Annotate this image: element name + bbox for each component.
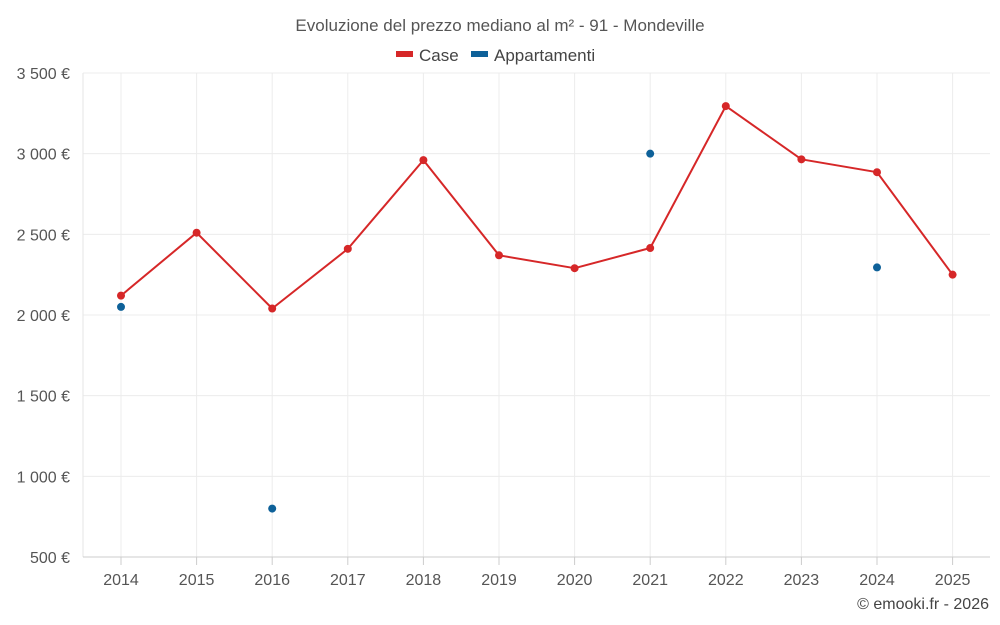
- grid: [83, 72, 990, 557]
- series-appartamenti: [117, 149, 881, 513]
- data-point-case-2015[interactable]: [192, 228, 201, 237]
- legend-label: Case: [419, 46, 459, 65]
- data-point-appartamenti-2016[interactable]: [268, 504, 277, 513]
- x-tick-label: 2018: [406, 572, 442, 589]
- x-tick-label: 2015: [179, 572, 215, 589]
- data-point-case-2025[interactable]: [948, 270, 957, 279]
- legend-item-case[interactable]: Case: [396, 46, 459, 65]
- x-tick-label: 2025: [935, 572, 971, 589]
- data-point-case-2017[interactable]: [343, 244, 352, 253]
- x-axis-ticks: 2014 2015 2016 2017 2018 2019 2020 2021 2022 2023…: [103, 557, 970, 589]
- legend-label: Appartamenti: [494, 46, 595, 65]
- axes: [82, 73, 990, 558]
- x-tick-label: 2017: [330, 572, 366, 589]
- data-point-case-2024[interactable]: [873, 168, 881, 177]
- data-point-appartamenti-2024[interactable]: [873, 263, 881, 272]
- x-tick-label: 2023: [784, 572, 820, 589]
- x-tick-label: 2020: [557, 572, 593, 589]
- series-case: [117, 102, 957, 313]
- data-point-case-2014[interactable]: [117, 291, 125, 300]
- data-point-case-2020[interactable]: [570, 264, 579, 273]
- legend-swatch: [471, 51, 488, 57]
- data-point-case-2018[interactable]: [419, 156, 428, 165]
- x-tick-label: 2021: [632, 572, 668, 589]
- legend-item-appartamenti[interactable]: Appartamenti: [471, 46, 595, 65]
- y-tick-label: 1 500 €: [17, 389, 70, 406]
- y-tick-label: 2 000 €: [17, 308, 70, 325]
- x-tick-label: 2019: [481, 572, 517, 589]
- y-tick-label: 2 500 €: [17, 227, 70, 244]
- y-tick-label: 500 €: [30, 550, 70, 567]
- x-tick-label: 2022: [708, 572, 744, 589]
- data-point-case-2019[interactable]: [495, 251, 503, 260]
- x-tick-label: 2016: [254, 572, 290, 589]
- data-point-case-2021[interactable]: [646, 244, 655, 253]
- x-tick-label: 2014: [103, 572, 139, 589]
- y-tick-label: 3 000 €: [17, 147, 70, 164]
- chart-title: Evoluzione del prezzo mediano al m² - 91…: [295, 16, 704, 35]
- data-point-appartamenti-2014[interactable]: [117, 302, 125, 311]
- x-tick-label: 2024: [859, 572, 895, 589]
- data-point-appartamenti-2021[interactable]: [646, 149, 655, 158]
- y-axis-ticks: 500 € 1 000 € 1 500 € 2 000 € 2 500 € 3 000 €…: [17, 66, 70, 567]
- y-tick-label: 3 500 €: [17, 66, 70, 83]
- series-line-case: [120, 105, 954, 310]
- y-tick-label: 1 000 €: [17, 469, 70, 486]
- legend-swatch: [396, 51, 413, 57]
- legend: Case Appartamenti: [396, 46, 595, 65]
- data-point-case-2023[interactable]: [797, 155, 806, 164]
- series-layer: [117, 102, 957, 513]
- credit-text: © emooki.fr - 2026: [857, 596, 989, 613]
- data-point-case-2016[interactable]: [268, 304, 277, 313]
- data-point-case-2022[interactable]: [721, 102, 730, 111]
